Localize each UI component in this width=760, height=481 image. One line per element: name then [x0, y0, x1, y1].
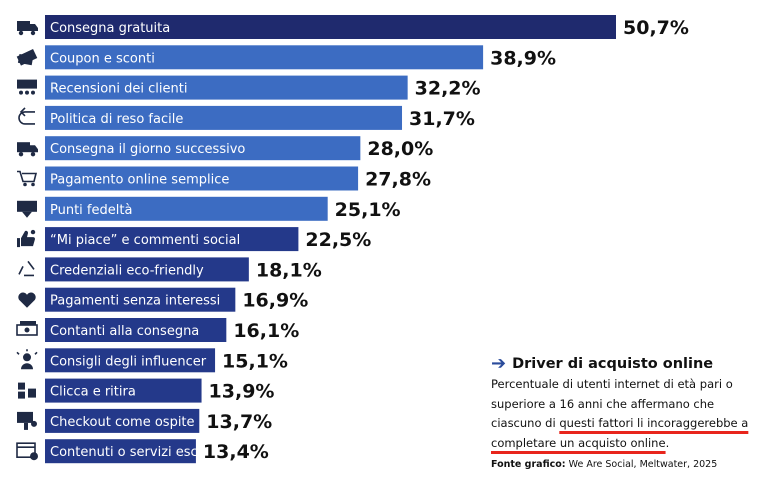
recycle-icon [18, 260, 35, 277]
bar [45, 318, 227, 342]
info-source: Fonte grafico: We Are Social, Meltwater,… [491, 459, 751, 470]
bar-label: “Mi piace” e commenti social [50, 233, 240, 248]
source-label: Fonte grafico: [491, 459, 566, 470]
bar-label: Clicca e ritira [50, 385, 136, 400]
free-delivery-truck-icon [17, 21, 38, 36]
value-label: 13,7% [206, 411, 272, 433]
value-label: 22,5% [305, 229, 371, 251]
bar [45, 348, 216, 373]
loyalty-card-icon [17, 200, 37, 218]
bar-label: Consigli degli influencer [50, 354, 207, 369]
review-stars-icon [17, 79, 37, 95]
bar [45, 378, 202, 403]
info-title: ➔ Driver di acquisto online [491, 355, 751, 373]
value-label: 32,2% [415, 78, 481, 100]
bar-label: Pagamento online semplice [50, 173, 229, 188]
bar [45, 45, 484, 70]
bar-label: Consegna gratuita [50, 21, 170, 36]
right-arrow-icon: ➔ [491, 353, 507, 374]
cash-icon [16, 321, 38, 336]
value-label: 31,7% [409, 108, 475, 130]
value-label: 16,1% [233, 320, 299, 342]
bar [45, 15, 616, 39]
info-title-text: Driver di acquisto online [512, 356, 714, 372]
bar [45, 166, 359, 191]
value-label: 27,8% [365, 169, 431, 191]
chart-info-box: ➔ Driver di acquisto online Percentuale … [491, 355, 751, 471]
value-label: 18,1% [256, 259, 322, 281]
bar [45, 105, 403, 130]
bar-label: Coupon e sconti [50, 51, 155, 66]
bar [45, 439, 196, 464]
bar [45, 196, 328, 221]
info-desc-underlined: questi fattori li incoraggerebbe a compl… [491, 416, 749, 450]
bar [45, 75, 408, 100]
bar [45, 408, 200, 433]
info-desc-end: . [665, 435, 670, 450]
value-label: 50,7% [623, 17, 689, 39]
guest-checkout-icon [17, 411, 37, 430]
source-text: We Are Social, Meltwater, 2025 [565, 459, 718, 470]
bar-label: Contanti alla consegna [50, 324, 199, 339]
value-label: 25,1% [335, 199, 401, 221]
coupon-icon [16, 48, 38, 66]
return-arrow-icon [18, 107, 35, 125]
bar [45, 136, 361, 161]
bar-label: Contenuti o servizi esclusivi [50, 445, 231, 460]
bar-label: Punti fedeltà [50, 203, 132, 218]
value-label: 13,4% [203, 441, 269, 463]
h24-delivery-truck-icon [17, 142, 38, 157]
bar [45, 287, 236, 312]
value-label: 16,9% [242, 290, 308, 312]
value-label: 13,9% [209, 381, 275, 403]
value-label: 15,1% [222, 350, 288, 372]
exclusive-content-icon [16, 442, 38, 461]
bar-label: Consegna il giorno successivo [50, 142, 245, 157]
info-desc-start: Percentuale di utenti internet di età pa… [491, 377, 733, 430]
influencer-icon [16, 349, 38, 370]
bar-label: Credenziali eco-friendly [50, 263, 204, 278]
heart-percent-icon [18, 292, 36, 308]
value-label: 38,9% [490, 47, 556, 69]
bar [45, 257, 249, 282]
bar-label: Recensioni dei clienti [50, 82, 187, 97]
bar-label: Pagamenti senza interessi [50, 294, 220, 309]
thumbs-up-icon [17, 229, 36, 248]
bar-label: Checkout come ospite [50, 415, 195, 430]
shopping-cart-icon [17, 170, 38, 187]
info-description: Percentuale di utenti internet di età pa… [491, 375, 751, 453]
value-label: 28,0% [367, 138, 433, 160]
click-collect-icon [18, 382, 36, 399]
bar [45, 227, 299, 252]
bar-label: Politica di reso facile [50, 112, 183, 127]
